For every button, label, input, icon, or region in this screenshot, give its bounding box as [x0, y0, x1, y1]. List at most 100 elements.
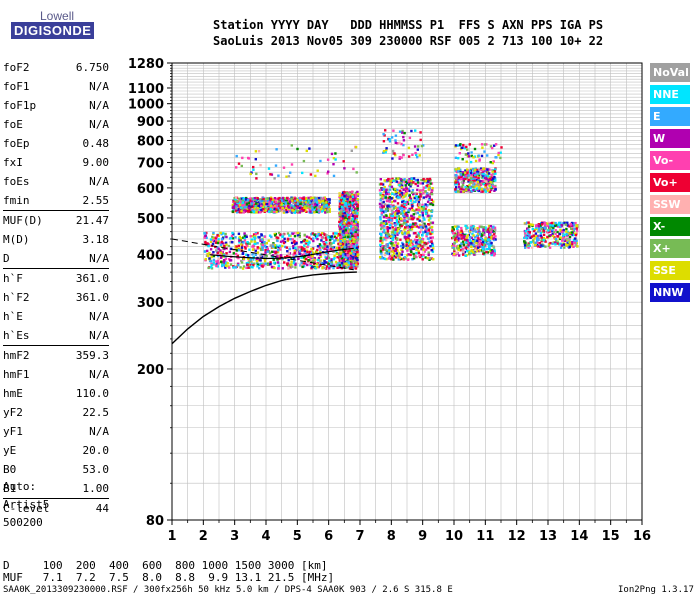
echo-point — [396, 237, 399, 240]
echo-point — [319, 264, 322, 267]
echo-point — [381, 183, 385, 186]
echo-point — [288, 198, 291, 202]
echo-point — [407, 235, 410, 239]
echo-point — [385, 249, 389, 252]
echo-point — [286, 197, 289, 200]
echo-point — [575, 227, 578, 230]
echo-point — [296, 206, 299, 209]
echo-point — [310, 259, 313, 262]
echo-point — [465, 174, 468, 177]
echo-point — [492, 238, 496, 242]
echo-point — [407, 231, 410, 234]
echo-point — [330, 261, 334, 264]
echo-point — [381, 207, 384, 210]
echo-point — [467, 188, 470, 192]
echo-point — [207, 266, 210, 270]
echo-point — [270, 202, 273, 205]
echo-point — [477, 171, 480, 174]
echo-point — [307, 243, 310, 246]
echo-point — [291, 209, 294, 212]
echo-point — [346, 263, 350, 266]
echo-point — [305, 204, 309, 208]
echo-point — [423, 241, 426, 245]
echo-point — [451, 242, 455, 246]
echo-point — [562, 228, 565, 232]
echo-point — [470, 228, 474, 231]
echo-point — [418, 154, 421, 157]
echo-point — [411, 225, 414, 228]
echo-point — [256, 251, 260, 254]
echo-point — [395, 244, 399, 247]
echo-point — [401, 131, 404, 134]
echo-point — [410, 191, 414, 194]
echo-point — [457, 181, 460, 184]
echo-point — [475, 178, 479, 182]
echo-point — [312, 251, 315, 255]
echo-point — [288, 264, 291, 267]
echo-point — [249, 263, 252, 267]
echo-point — [408, 244, 411, 248]
echo-point — [382, 215, 386, 219]
echo-point — [484, 174, 488, 177]
echo-point — [332, 250, 335, 253]
echo-point — [549, 241, 552, 245]
echo-point — [251, 205, 254, 209]
echo-point — [347, 261, 351, 265]
echo-point — [394, 213, 397, 216]
echo-point — [429, 179, 432, 182]
echo-point — [482, 175, 485, 178]
echo-point — [409, 243, 412, 246]
echo-point — [356, 221, 359, 224]
echo-point — [336, 234, 340, 237]
echo-point — [417, 232, 421, 235]
echo-point — [463, 250, 466, 254]
echo-point — [392, 252, 396, 255]
echo-point — [461, 247, 464, 250]
echo-point — [274, 204, 277, 207]
echo-point — [398, 189, 402, 192]
echo-point — [212, 254, 216, 258]
echo-point — [352, 167, 355, 171]
echo-point — [429, 236, 432, 239]
echo-point — [210, 263, 213, 267]
echo-point — [406, 202, 410, 205]
echo-point — [390, 258, 393, 261]
echo-point — [398, 157, 401, 160]
echo-point — [554, 221, 557, 225]
echo-point — [258, 246, 261, 250]
echo-point — [339, 223, 342, 227]
echo-point — [222, 261, 225, 264]
echo-point — [463, 147, 466, 150]
echo-point — [243, 199, 246, 202]
echo-point — [480, 225, 483, 228]
echo-point — [338, 261, 342, 264]
echo-point — [257, 211, 261, 214]
echo-point — [341, 243, 345, 246]
echo-point — [352, 245, 356, 248]
echo-point — [303, 233, 306, 237]
echo-point — [483, 169, 486, 172]
echo-point — [340, 257, 344, 260]
echo-point — [394, 199, 397, 203]
echo-point — [454, 188, 457, 191]
echo-point — [404, 190, 408, 193]
echo-point — [263, 259, 267, 263]
echo-point — [379, 178, 382, 181]
echo-point — [263, 254, 267, 257]
echo-point — [378, 202, 382, 206]
echo-point — [486, 168, 489, 171]
echo-point — [409, 216, 412, 219]
echo-point — [494, 172, 497, 175]
echo-point — [420, 248, 423, 251]
echo-point — [343, 238, 347, 241]
echo-point — [426, 241, 430, 245]
echo-point — [423, 250, 427, 253]
echo-point — [411, 204, 414, 208]
echo-point — [257, 204, 260, 207]
echo-point — [537, 227, 541, 230]
param-label: hmF1 — [3, 368, 30, 381]
echo-point — [399, 244, 403, 248]
param-value: 21.47 — [75, 214, 109, 227]
echo-point — [335, 232, 338, 235]
echo-point — [380, 227, 383, 231]
